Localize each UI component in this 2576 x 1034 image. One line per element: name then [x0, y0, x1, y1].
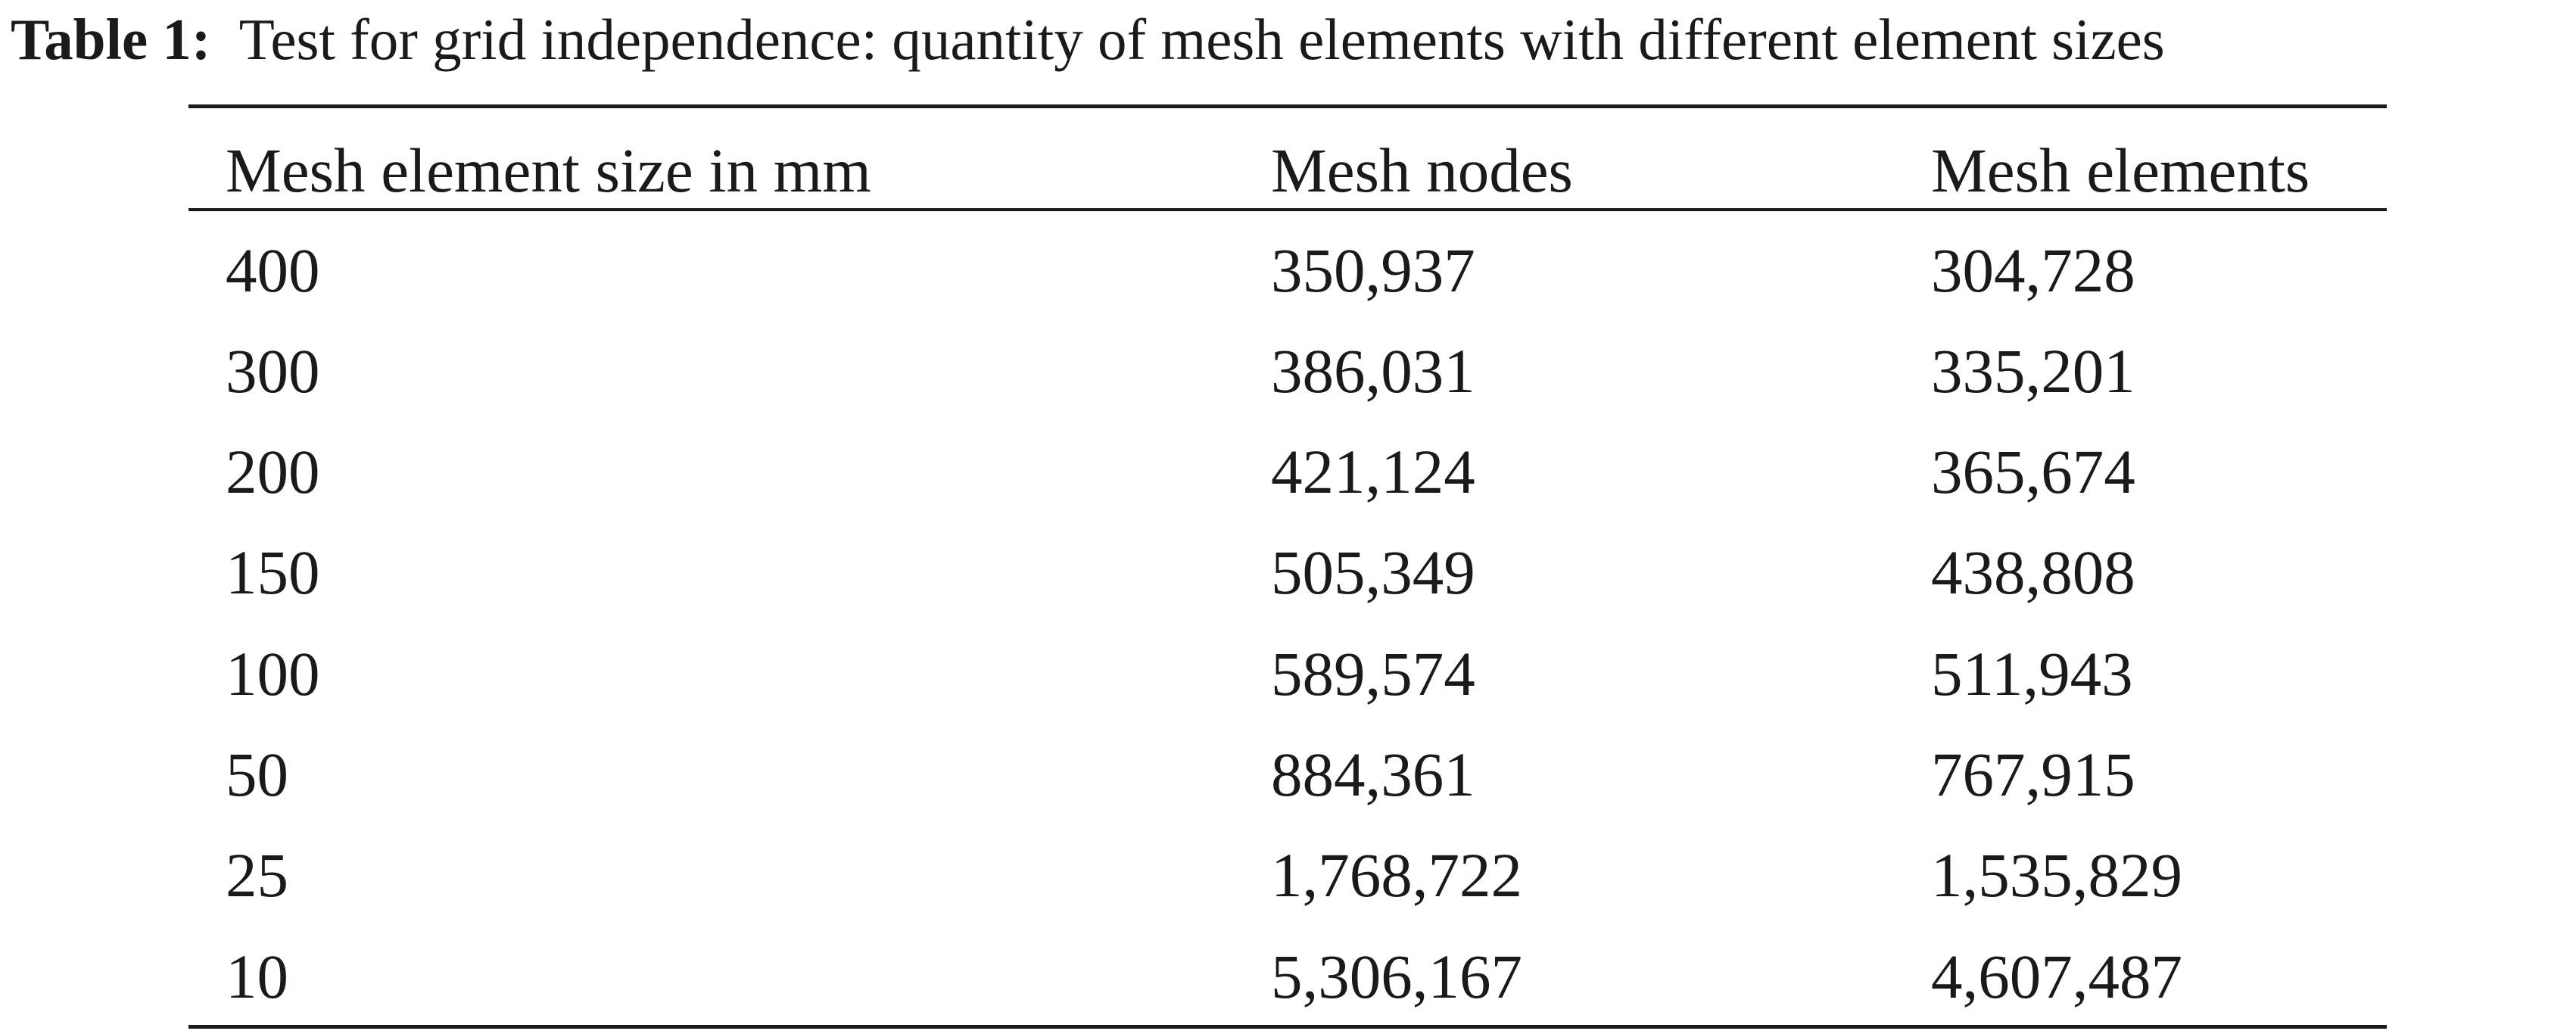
table-cell: 438,808 — [1931, 537, 2135, 607]
table-cell: 304,728 — [1931, 235, 2135, 305]
header-mesh-nodes: Mesh nodes — [1271, 135, 1573, 205]
table-cell: 10 — [226, 942, 288, 1011]
table-caption-label: Table 1: — [11, 7, 211, 72]
table-cell: 150 — [226, 537, 320, 607]
table-cell: 300 — [226, 336, 320, 406]
table-cell: 767,915 — [1931, 740, 2135, 809]
table-cell: 884,361 — [1271, 740, 1475, 809]
table-cell: 50 — [226, 740, 288, 809]
table-cell: 1,535,829 — [1931, 840, 2182, 910]
table-cell: 589,574 — [1271, 639, 1475, 709]
table-cell: 365,674 — [1931, 437, 2135, 506]
table-cell: 421,124 — [1271, 437, 1475, 506]
table-cell: 335,201 — [1931, 336, 2135, 406]
table-cell: 350,937 — [1271, 235, 1475, 305]
table-caption: Table 1: Test for grid independence: qua… — [11, 0, 2165, 79]
table-cell: 511,943 — [1931, 639, 2133, 709]
table-cell: 400 — [226, 235, 320, 305]
table-cell: 5,306,167 — [1271, 942, 1522, 1011]
table-cell: 1,768,722 — [1271, 840, 1522, 910]
table-cell: 100 — [226, 639, 320, 709]
header-mesh-element-size: Mesh element size in mm — [226, 135, 871, 205]
table-cell: 505,349 — [1271, 537, 1475, 607]
header-mesh-elements: Mesh elements — [1931, 135, 2310, 205]
table-header-rule — [188, 208, 2387, 211]
table-cell: 4,607,487 — [1931, 942, 2182, 1011]
table-caption-text: Test for grid independence: quantity of … — [238, 7, 2165, 72]
table-cell: 25 — [226, 840, 288, 910]
table-cell: 200 — [226, 437, 320, 506]
table-bottom-rule — [188, 1025, 2387, 1029]
table-top-rule — [188, 104, 2387, 108]
table-cell: 386,031 — [1271, 336, 1475, 406]
